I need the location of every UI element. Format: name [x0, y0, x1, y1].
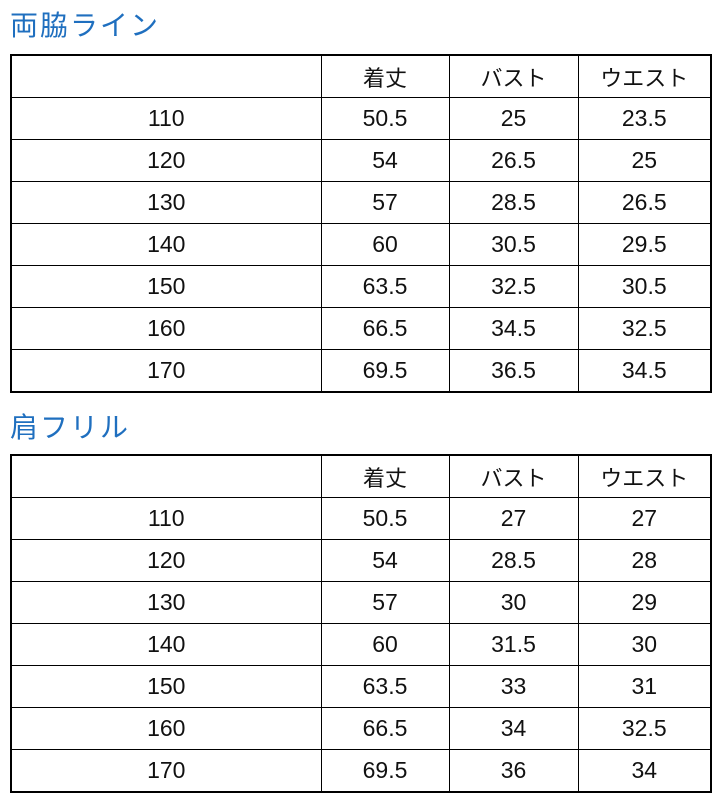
measurement-cell: 27	[577, 497, 712, 540]
size-table-kata-frill: 着丈 バスト ウエスト 110 50.5 27 27 120 54 28.5 28 130 57 30 29…	[10, 454, 712, 793]
measurement-cell: 32.5	[448, 265, 579, 308]
measurement-cell: 36.5	[448, 349, 579, 393]
measurement-cell: 50.5	[320, 497, 450, 540]
column-header: ウエスト	[577, 454, 712, 498]
size-cell: 130	[10, 581, 322, 624]
size-cell: 140	[10, 223, 322, 266]
table-row: 110 50.5 25 23.5	[10, 97, 712, 140]
table-row: 170 69.5 36 34	[10, 749, 712, 793]
measurement-cell: 23.5	[577, 97, 712, 140]
measurement-cell: 28.5	[448, 539, 579, 582]
table-row: 150 63.5 32.5 30.5	[10, 265, 712, 308]
measurement-cell: 30	[448, 581, 579, 624]
measurement-cell: 57	[320, 181, 450, 224]
measurement-cell: 28.5	[448, 181, 579, 224]
measurement-cell: 27	[448, 497, 579, 540]
table-row: 150 63.5 33 31	[10, 665, 712, 708]
size-cell: 160	[10, 707, 322, 750]
measurement-cell: 32.5	[577, 307, 712, 350]
size-cell: 170	[10, 349, 322, 393]
measurement-cell: 54	[320, 139, 450, 182]
measurement-cell: 63.5	[320, 665, 450, 708]
measurement-cell: 50.5	[320, 97, 450, 140]
measurement-cell: 25	[577, 139, 712, 182]
size-cell: 150	[10, 665, 322, 708]
measurement-cell: 33	[448, 665, 579, 708]
size-cell: 170	[10, 749, 322, 793]
column-header: ウエスト	[577, 54, 712, 98]
measurement-cell: 34	[577, 749, 712, 793]
column-header: 着丈	[320, 454, 450, 498]
table-row: 120 54 26.5 25	[10, 139, 712, 182]
table-row: 130 57 28.5 26.5	[10, 181, 712, 224]
measurement-cell: 34	[448, 707, 579, 750]
measurement-cell: 26.5	[577, 181, 712, 224]
measurement-cell: 28	[577, 539, 712, 582]
measurement-cell: 32.5	[577, 707, 712, 750]
table-row: 110 50.5 27 27	[10, 497, 712, 540]
measurement-cell: 69.5	[320, 349, 450, 393]
measurement-cell: 30.5	[448, 223, 579, 266]
measurement-cell: 54	[320, 539, 450, 582]
size-cell: 110	[10, 497, 322, 540]
measurement-cell: 34.5	[448, 307, 579, 350]
measurement-cell: 30.5	[577, 265, 712, 308]
measurement-cell: 57	[320, 581, 450, 624]
measurement-cell: 63.5	[320, 265, 450, 308]
column-header: 着丈	[320, 54, 450, 98]
size-cell: 120	[10, 539, 322, 582]
measurement-cell: 30	[577, 623, 712, 666]
size-cell: 140	[10, 623, 322, 666]
measurement-cell: 31.5	[448, 623, 579, 666]
column-header: バスト	[448, 54, 579, 98]
measurement-cell: 29	[577, 581, 712, 624]
measurement-cell: 36	[448, 749, 579, 793]
table-row: 140 60 30.5 29.5	[10, 223, 712, 266]
measurement-cell: 60	[320, 223, 450, 266]
size-cell: 120	[10, 139, 322, 182]
size-cell: 150	[10, 265, 322, 308]
measurement-cell: 66.5	[320, 307, 450, 350]
measurement-cell: 25	[448, 97, 579, 140]
table-row: 130 57 30 29	[10, 581, 712, 624]
table-row: 160 66.5 34.5 32.5	[10, 307, 712, 350]
section-title-ryowaki-line: 両脇ライン	[10, 9, 161, 42]
table-row: 160 66.5 34 32.5	[10, 707, 712, 750]
measurement-cell: 60	[320, 623, 450, 666]
column-header	[10, 454, 322, 498]
header-row: 着丈 バスト ウエスト	[10, 54, 712, 98]
measurement-cell: 31	[577, 665, 712, 708]
column-header: バスト	[448, 454, 579, 498]
measurement-cell: 69.5	[320, 749, 450, 793]
table-row: 140 60 31.5 30	[10, 623, 712, 666]
measurement-cell: 26.5	[448, 139, 579, 182]
table-row: 170 69.5 36.5 34.5	[10, 349, 712, 393]
column-header	[10, 54, 322, 98]
size-cell: 110	[10, 97, 322, 140]
measurement-cell: 66.5	[320, 707, 450, 750]
size-table-ryowaki-line: 着丈 バスト ウエスト 110 50.5 25 23.5 120 54 26.5 25 130 57 28…	[10, 54, 712, 393]
section-title-kata-frill: 肩フリル	[10, 411, 131, 444]
size-cell: 130	[10, 181, 322, 224]
header-row: 着丈 バスト ウエスト	[10, 454, 712, 498]
table-row: 120 54 28.5 28	[10, 539, 712, 582]
measurement-cell: 29.5	[577, 223, 712, 266]
measurement-cell: 34.5	[577, 349, 712, 393]
size-cell: 160	[10, 307, 322, 350]
